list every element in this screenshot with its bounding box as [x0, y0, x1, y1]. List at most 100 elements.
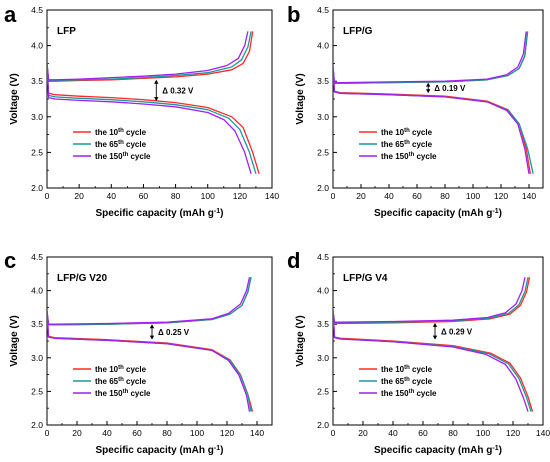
delta-annotation: Δ 0.25 V	[158, 328, 190, 337]
x-tick-label: 40	[102, 428, 112, 438]
x-tick-label: 20	[74, 191, 84, 201]
y-tick-label: 3.5	[317, 319, 329, 329]
legend-label: the 65th cycle	[381, 377, 433, 386]
series-discharge-curve	[47, 63, 252, 174]
x-tick-label: 0	[45, 191, 50, 201]
y-axis-label: Voltage (V)	[9, 73, 20, 124]
x-tick-label: 140	[250, 428, 264, 438]
x-tick-label: 120	[494, 191, 508, 201]
y-tick-label: 4.0	[31, 286, 43, 296]
delta-arrow-head-down	[432, 335, 438, 340]
panel-c: c 0 20 40 60 80 100 120 140 2.0 2.5 3.0 3.5 4.0 4.5 Spe…	[4, 248, 273, 457]
x-axis-label: Specific capacity (mAh g-1)	[96, 445, 224, 457]
curves	[47, 277, 254, 412]
panel-letter: d	[287, 248, 300, 273]
panel-d: d 0 20 40 60 80 100 120 140 2.0 2.5 3.0 3.5 4.0 4.5 Spe…	[287, 248, 550, 456]
series-discharge-curve	[333, 66, 532, 174]
y-tick-label: 2.5	[317, 386, 329, 396]
x-tick-label: 140	[522, 191, 536, 201]
x-tick-label: 60	[132, 428, 142, 438]
series-discharge-curve	[47, 310, 251, 412]
delta-annotation: Δ 0.32 V	[162, 86, 194, 95]
x-tick-label: 20	[356, 191, 366, 201]
series-charge-curve	[47, 31, 254, 82]
y-tick-label: 3.5	[317, 76, 329, 86]
y-tick-label: 3.5	[31, 319, 43, 329]
legend-label: the 10th cycle	[381, 365, 433, 374]
x-tick-label: 100	[476, 428, 490, 438]
delta-arrow-head-down	[149, 335, 155, 340]
x-tick-label: 20	[358, 428, 368, 438]
x-tick-label: 60	[139, 191, 149, 201]
y-tick-label: 3.0	[317, 112, 329, 122]
series-charge-curve	[47, 31, 252, 82]
x-tick-label: 0	[45, 428, 50, 438]
x-tick-label: 120	[220, 428, 234, 438]
series-discharge-curve	[333, 310, 529, 412]
x-tick-label: 80	[448, 428, 458, 438]
series-charge-curve	[47, 277, 252, 326]
x-tick-label: 60	[418, 428, 428, 438]
panel-letter: c	[4, 248, 16, 273]
x-tick-label: 80	[162, 428, 172, 438]
x-tick-label: 100	[466, 191, 480, 201]
legend-label: the 65th cycle	[381, 140, 433, 149]
x-tick-label: 80	[440, 191, 450, 201]
legend-label: the 150th cycle	[381, 389, 437, 398]
panel-letter: a	[4, 2, 17, 27]
legend-label: the 10th cycle	[381, 128, 433, 137]
y-tick-label: 2.5	[317, 147, 329, 157]
y-axis-label: Voltage (V)	[295, 73, 306, 124]
y-tick-label: 4.0	[317, 286, 329, 296]
series-discharge-curve	[47, 63, 260, 174]
series-charge-curve	[333, 31, 529, 84]
delta-arrow-head-down	[426, 89, 431, 94]
panel-title: LFP/G V4	[343, 273, 388, 284]
series-discharge-curve	[333, 66, 530, 174]
y-tick-label: 4.5	[317, 252, 329, 262]
delta-arrow-head-up	[154, 79, 159, 84]
y-tick-label: 4.5	[31, 5, 43, 15]
series-charge-curve	[47, 277, 252, 326]
curves	[333, 31, 534, 174]
series-charge-curve	[47, 277, 251, 325]
y-tick-label: 3.5	[31, 76, 43, 86]
x-tick-label: 60	[412, 191, 422, 201]
x-tick-label: 140	[536, 428, 550, 438]
curves	[333, 277, 534, 412]
x-tick-label: 140	[265, 191, 279, 201]
y-tick-label: 2.5	[31, 386, 43, 396]
series-discharge-curve	[47, 63, 257, 174]
delta-arrow-head-up	[426, 82, 431, 87]
series-charge-curve	[333, 31, 527, 84]
x-tick-label: 120	[506, 428, 520, 438]
delta-arrow-head-up	[432, 322, 438, 327]
x-tick-label: 20	[72, 428, 82, 438]
series-charge-curve	[333, 277, 529, 324]
delta-annotation: Δ 0.29 V	[441, 327, 473, 336]
panel-a: a 0 20 40 60 80 100 120 140 2.0 2.5 3.0 3.5 4.0 4.5 Spe…	[4, 2, 279, 219]
y-tick-label: 2.0	[317, 420, 329, 430]
x-tick-label: 120	[233, 191, 247, 201]
y-tick-label: 4.0	[31, 41, 43, 51]
x-axis-label: Specific capacity (mAh g-1)	[96, 208, 224, 220]
legend-label: the 10th cycle	[95, 365, 147, 374]
delta-arrow-head-down	[154, 97, 159, 102]
panel-title: LFP	[57, 26, 76, 37]
y-tick-label: 3.0	[317, 353, 329, 363]
x-tick-label: 0	[331, 191, 336, 201]
legend-label: the 65th cycle	[95, 140, 147, 149]
y-tick-label: 3.0	[31, 353, 43, 363]
series-charge-curve	[47, 31, 249, 81]
x-tick-label: 40	[107, 191, 117, 201]
panel-title: LFP/G V20	[57, 273, 107, 284]
curves	[47, 31, 260, 174]
legend-label: the 150th cycle	[381, 152, 437, 161]
y-tick-label: 2.0	[31, 420, 43, 430]
x-tick-label: 0	[331, 428, 336, 438]
y-tick-label: 4.5	[31, 252, 43, 262]
y-tick-label: 3.0	[31, 112, 43, 122]
x-axis-label: Specific capacity (mAh g-1)	[374, 208, 502, 220]
y-axis-label: Voltage (V)	[9, 315, 20, 366]
y-axis-label: Voltage (V)	[295, 315, 306, 366]
